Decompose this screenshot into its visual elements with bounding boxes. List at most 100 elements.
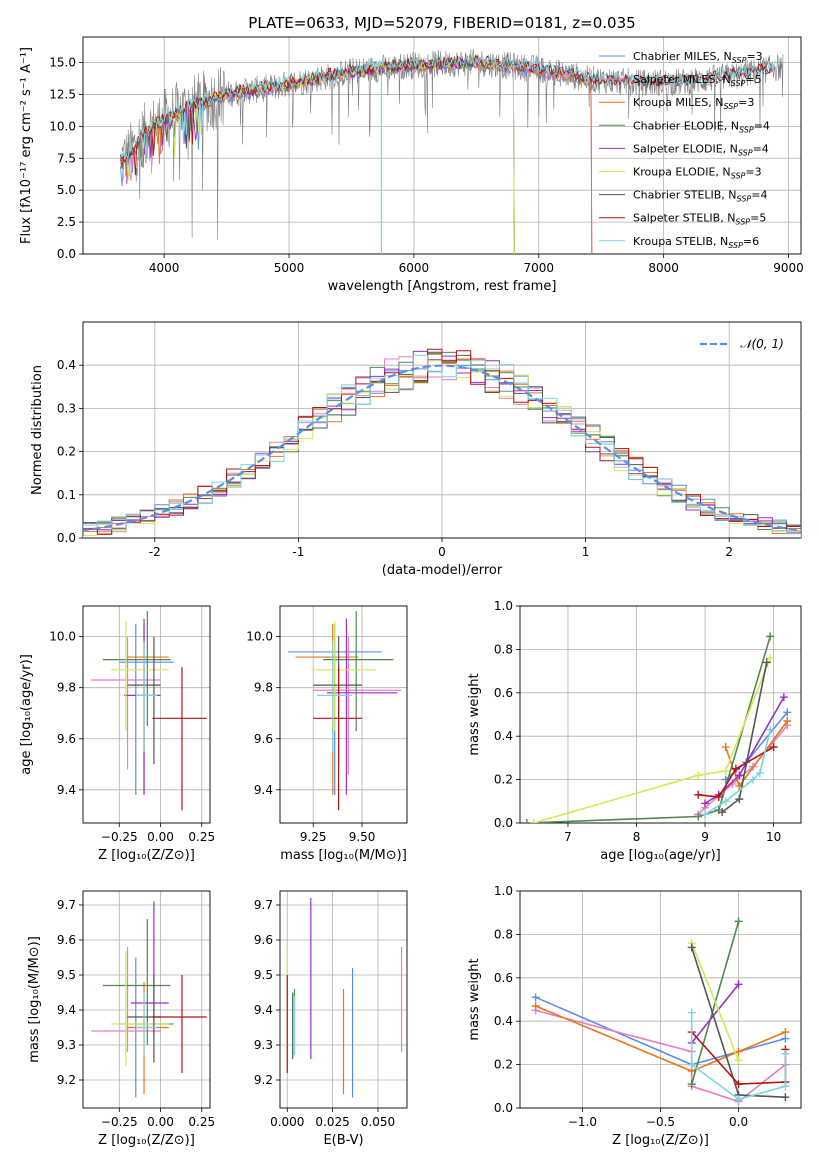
x-tick-label: 0.00 <box>147 830 174 844</box>
normal-curve <box>83 364 801 532</box>
y-tick-label: 9.5 <box>254 968 273 982</box>
x-tick-label: 10 <box>766 830 781 844</box>
mass-weight-marker <box>731 764 740 773</box>
y-tick-label: 9.7 <box>254 898 273 912</box>
y-tick-label: 9.8 <box>57 681 76 695</box>
y-tick-label: 15.0 <box>49 56 76 70</box>
x-tick-label: 0.0 <box>729 1115 748 1129</box>
y-tick-label: 10.0 <box>246 630 273 644</box>
model-spectrum-kroupa_stelib <box>120 55 776 161</box>
x-axis-label: wavelength [Angstrom, rest frame] <box>328 279 557 294</box>
mass-weight-marker <box>687 1080 696 1089</box>
axes-frame-mass_weight_vs_Z <box>519 890 802 1109</box>
x-axis-label: (data-model)/error <box>382 563 503 578</box>
y-tick-label: 10.0 <box>49 119 76 133</box>
plot-area-mass_vs_ebv <box>286 898 403 1098</box>
x-tick-label: 7000 <box>524 261 555 275</box>
mass-weight-marker <box>687 1060 696 1069</box>
x-tick-label: 8 <box>633 830 641 844</box>
model-spectrum-chabrier_miles <box>120 60 593 254</box>
axes-frame-residuals <box>82 321 802 539</box>
mass-weight-marker <box>783 717 792 726</box>
x-axis-label: E(B-V) <box>323 1133 363 1148</box>
x-tick-label: -1 <box>292 545 304 559</box>
mass-weight-marker <box>735 771 744 780</box>
legend-label-chabrier_miles: Chabrier MILES, NSSP=3 <box>633 50 763 65</box>
mass-weight-marker <box>721 743 730 752</box>
mass-weight-marker <box>701 810 710 819</box>
mass-weight-marker <box>529 819 538 823</box>
y-tick-label: 0.8 <box>494 927 513 941</box>
mass-weight-marker <box>779 693 788 702</box>
y-tick-label: 9.7 <box>57 898 76 912</box>
x-tick-label: 0.25 <box>188 830 215 844</box>
x-tick-label: −0.25 <box>101 830 138 844</box>
mass-weight-marker <box>769 743 778 752</box>
plot-area-mass_vs_Z <box>91 901 207 1098</box>
x-tick-label: −1.0 <box>568 1115 597 1129</box>
y-tick-label: 7.5 <box>57 151 76 165</box>
residual-histogram-kroupa_stelib <box>83 354 801 538</box>
y-axis-label: Normed distribution <box>30 365 45 495</box>
x-tick-label: 4000 <box>149 261 180 275</box>
x-tick-label: 1 <box>582 545 590 559</box>
y-tick-label: 0.6 <box>494 971 513 985</box>
plot-area-age_vs_mass <box>287 611 402 811</box>
y-tick-label: 9.6 <box>254 933 273 947</box>
legend-label-normal: 𝒩(0, 1) <box>740 337 784 351</box>
axes-frame-spectrum <box>82 36 802 255</box>
plot-area-mass_weight_vs_Z <box>531 917 790 1106</box>
mass-weight-marker <box>701 799 710 808</box>
legend-label-chabrier_stelib: Chabrier STELIB, NSSP=4 <box>633 189 767 204</box>
mass-weight-marker <box>781 1082 790 1091</box>
mass-weight-marker <box>735 795 744 804</box>
mass-weight-marker <box>721 766 730 775</box>
axes-frame-age_vs_mass <box>279 605 408 824</box>
mass-weight-line-salpeter_elodie <box>704 696 785 805</box>
y-axis-label: age [log₁₀(age/yr)] <box>19 654 34 775</box>
y-tick-label: 5.0 <box>57 183 76 197</box>
mass-weight-marker <box>781 1028 790 1037</box>
legend-label-kroupa_elodie: Kroupa ELODIE, NSSP=3 <box>633 166 762 181</box>
y-tick-label: 0.4 <box>494 729 513 743</box>
x-tick-label: 8000 <box>648 261 679 275</box>
y-tick-label: 9.4 <box>57 1003 76 1017</box>
model-spectrum-salpeter_stelib <box>120 54 776 176</box>
y-tick-label: 9.2 <box>57 1073 76 1087</box>
mass-weight-marker <box>762 658 771 667</box>
model-spectrum-kroupa_miles <box>120 58 593 254</box>
mass-weight-marker <box>522 819 531 823</box>
mass-weight-marker <box>766 725 775 734</box>
axes-frame-age_vs_Z <box>82 605 211 824</box>
y-tick-label: 9.3 <box>57 1038 76 1052</box>
y-tick-label: 0.8 <box>494 642 513 656</box>
y-tick-label: 9.5 <box>57 968 76 982</box>
mass-weight-line-salpeter_stelib <box>698 746 775 798</box>
x-tick-label: 2 <box>725 545 733 559</box>
y-tick-label: 0.2 <box>494 773 513 787</box>
x-axis-label: age [log₁₀(age/yr)] <box>600 848 721 863</box>
y-tick-label: 9.4 <box>57 783 76 797</box>
y-tick-label: 9.6 <box>254 732 273 746</box>
y-tick-label: 9.8 <box>254 681 273 695</box>
y-axis-label: mass weight <box>467 958 482 1040</box>
y-tick-label: 0.4 <box>494 1014 513 1028</box>
mass-weight-marker <box>734 1095 743 1104</box>
x-tick-label: 9 <box>701 830 709 844</box>
x-tick-label: 0.050 <box>361 1115 395 1129</box>
x-axis-label: Z [log₁₀(Z/Z⊙)] <box>612 1133 709 1148</box>
y-tick-label: 0.4 <box>57 358 76 372</box>
x-tick-label: −0.25 <box>101 1115 138 1129</box>
model-spectrum-salpeter_miles <box>120 58 593 254</box>
y-tick-label: 0.0 <box>494 816 513 830</box>
legend-label-kroupa_miles: Kroupa MILES, NSSP=3 <box>633 96 754 111</box>
mass-weight-marker <box>755 769 764 778</box>
mass-weight-marker <box>694 812 703 821</box>
mass-weight-marker <box>781 1049 790 1058</box>
y-axis-label: Flux [fλ10⁻¹⁷ erg cm⁻² s⁻¹ A⁻¹] <box>19 47 34 244</box>
mass-weight-marker <box>721 797 730 806</box>
x-tick-label: 5000 <box>274 261 305 275</box>
y-tick-label: 0.3 <box>57 401 76 415</box>
x-tick-label: 9000 <box>773 261 804 275</box>
y-axis-label: mass [log₁₀(M/M⊙)] <box>27 936 42 1063</box>
